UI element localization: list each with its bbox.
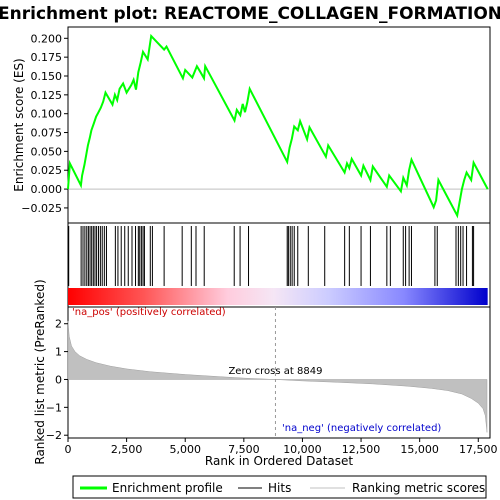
negative-correlation-label: 'na_neg' (negatively correlated)	[282, 423, 441, 434]
es-y-tick-label: 0.200	[31, 32, 63, 45]
metric-y-tick-label: 0	[55, 373, 62, 386]
legend-metric-label: Ranking metric scores	[352, 481, 485, 495]
es-y-tick-label: 0.075	[31, 127, 63, 140]
metric-y-tick-label: −2	[46, 429, 62, 442]
es-y-axis: −0.025 0.000 0.025 0.050 0.075 0.100 0.125 0.15…	[21, 32, 68, 215]
es-y-tick-label: 0.150	[31, 70, 63, 83]
es-y-tick-label: 0.125	[31, 89, 63, 102]
es-panel: −0.025 0.000 0.025 0.050 0.075 0.100 0.125 0.15…	[12, 26, 491, 224]
es-y-tick-label: 0.100	[31, 108, 63, 121]
legend-enrichment-label: Enrichment profile	[112, 481, 223, 495]
enrichment-profile-line	[67, 33, 489, 219]
rank-x-axis: 0 2,500 5,000 7,500 10,000 12,500 15,000 17,500	[65, 438, 498, 456]
es-y-tick-label: 0.025	[31, 164, 63, 177]
rank-x-tick-label: 0	[65, 443, 72, 456]
rank-gradient-bar	[68, 288, 488, 305]
rank-x-tick-label: 12,500	[342, 443, 381, 456]
metric-y-tick-label: −1	[46, 401, 62, 414]
es-y-tick-label: 0.000	[31, 183, 63, 196]
legend-hits-label: Hits	[268, 481, 291, 495]
legend: Enrichment profile Hits Ranking metric s…	[72, 475, 487, 499]
rank-x-tick-label: 17,500	[459, 443, 498, 456]
metric-y-tick-label: 2	[55, 318, 62, 331]
metric-y-axis: −2 −1 0 1 2	[46, 318, 68, 442]
rank-x-tick-label: 10,000	[283, 443, 322, 456]
zero-cross-label: Zero cross at 8849	[228, 366, 322, 377]
es-y-tick-label: 0.175	[31, 51, 63, 64]
rank-x-label: Rank in Ordered Dataset	[205, 454, 353, 468]
rank-x-tick-label: 7,500	[228, 443, 260, 456]
es-y-tick-label: 0.050	[31, 145, 63, 158]
metric-y-label: Ranked list metric (PreRanked)	[33, 279, 47, 464]
metric-y-tick-label: 1	[55, 346, 62, 359]
rank-x-tick-label: 5,000	[169, 443, 201, 456]
es-panel-frame	[67, 26, 491, 224]
positive-correlation-label: 'na_pos' (positively correlated)	[72, 307, 226, 318]
hits-panel	[67, 222, 491, 308]
rank-x-tick-label: 2,500	[111, 443, 143, 456]
es-y-tick-label: −0.025	[21, 202, 62, 215]
chart-title: Enrichment plot: REACTOME_COLLAGEN_FORMA…	[0, 4, 500, 24]
rank-x-tick-label: 15,000	[400, 443, 439, 456]
metric-panel: Zero cross at 8849 'na_pos' (positively …	[33, 279, 498, 468]
hit-lines	[68, 226, 475, 286]
legend-frame	[72, 475, 487, 499]
es-y-label: Enrichment score (ES)	[12, 58, 26, 191]
